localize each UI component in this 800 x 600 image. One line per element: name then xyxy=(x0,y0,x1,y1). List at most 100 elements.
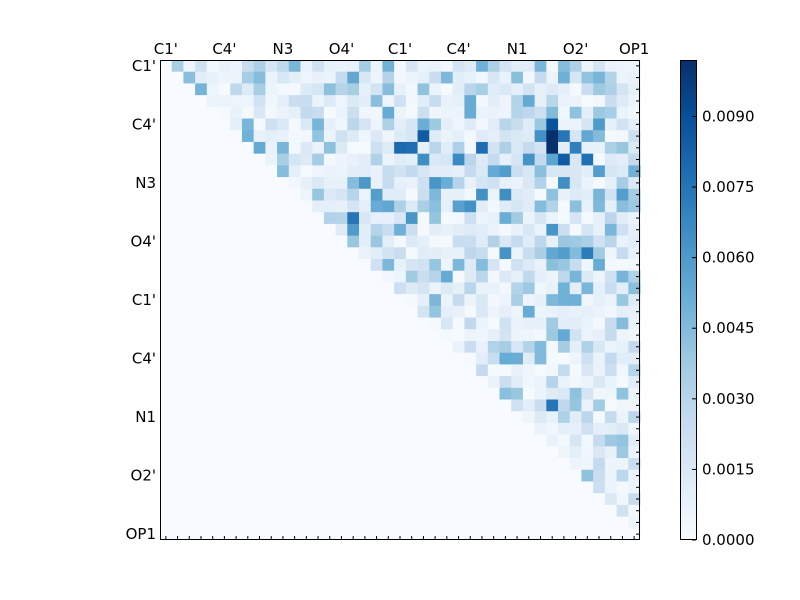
heatmap-cell xyxy=(288,458,302,471)
heatmap-cell xyxy=(546,387,559,401)
heatmap-cell xyxy=(569,481,583,494)
heatmap-cell xyxy=(464,317,477,330)
heatmap-cell xyxy=(604,422,618,436)
heatmap-cell xyxy=(593,458,606,471)
heatmap-cell xyxy=(171,83,185,96)
heatmap-cell xyxy=(522,153,536,166)
heatmap-cell xyxy=(464,516,477,529)
heatmap-cell xyxy=(581,212,594,225)
heatmap-cell xyxy=(440,434,454,447)
heatmap-cell xyxy=(195,387,208,401)
heatmap-cell xyxy=(534,95,547,108)
heatmap-cell xyxy=(253,516,266,529)
heatmap-cell xyxy=(511,329,524,342)
heatmap-cell xyxy=(417,469,430,483)
heatmap-cell xyxy=(265,422,278,436)
heatmap-cell xyxy=(417,223,430,237)
heatmap-cell xyxy=(487,434,501,447)
heatmap-cell xyxy=(206,411,220,424)
heatmap-cell xyxy=(593,130,606,143)
heatmap-cell xyxy=(628,200,641,213)
heatmap-cell xyxy=(312,247,325,260)
heatmap-cell xyxy=(218,259,231,272)
heatmap-cell xyxy=(300,118,313,131)
heatmap-cell xyxy=(206,95,220,108)
heatmap-cell xyxy=(382,95,395,108)
heatmap-cell xyxy=(323,247,337,260)
heatmap-cell xyxy=(265,259,278,272)
heatmap-cell xyxy=(452,528,465,541)
heatmap-cell xyxy=(546,130,559,143)
heatmap-cell xyxy=(183,294,196,307)
heatmap-cell xyxy=(335,294,348,307)
heatmap-cell xyxy=(335,376,348,389)
heatmap-cell xyxy=(171,411,185,424)
heatmap-cell xyxy=(628,481,641,494)
heatmap-cell xyxy=(218,247,231,260)
heatmap-cell xyxy=(347,95,360,108)
heatmap-cell xyxy=(511,95,524,108)
colorbar-ticks: 0.00000.00150.00300.00450.00600.00750.00… xyxy=(692,107,755,549)
x-tick-label: N1 xyxy=(507,40,528,58)
heatmap-cell xyxy=(265,352,278,365)
heatmap-cell xyxy=(288,223,302,237)
heatmap-cell xyxy=(405,60,419,73)
heatmap-cell xyxy=(464,329,477,342)
heatmap-cell xyxy=(300,469,313,483)
heatmap-cell xyxy=(417,376,430,389)
heatmap-cell xyxy=(569,317,583,330)
heatmap-cell xyxy=(417,504,430,518)
heatmap-cell xyxy=(300,352,313,365)
heatmap-cell xyxy=(511,434,524,447)
heatmap-cell xyxy=(312,223,325,237)
heatmap-cell xyxy=(499,422,512,436)
heatmap-cell xyxy=(476,141,489,155)
heatmap-cell xyxy=(312,340,325,354)
heatmap-cell xyxy=(312,235,325,248)
heatmap-cell xyxy=(581,235,594,248)
heatmap-cell xyxy=(487,223,501,237)
heatmap-cell xyxy=(628,399,641,412)
heatmap-cell xyxy=(487,305,501,319)
heatmap-cell xyxy=(253,329,266,342)
heatmap-cell xyxy=(230,177,243,190)
heatmap-cell xyxy=(464,469,477,483)
heatmap-cell xyxy=(511,141,524,155)
heatmap-cell xyxy=(206,387,220,401)
heatmap-cell xyxy=(288,504,302,518)
heatmap-cell xyxy=(160,223,173,237)
heatmap-cell xyxy=(558,294,571,307)
heatmap-cell xyxy=(581,411,594,424)
heatmap-cell xyxy=(405,399,419,412)
heatmap-cell xyxy=(429,200,442,213)
heatmap-cell xyxy=(464,434,477,447)
heatmap-cell xyxy=(558,177,571,190)
heatmap-cell xyxy=(440,153,454,166)
heatmap-cell xyxy=(593,504,606,518)
heatmap-cell xyxy=(382,212,395,225)
x-tick-label: O4' xyxy=(329,40,354,58)
heatmap-cell xyxy=(195,223,208,237)
heatmap-cell xyxy=(359,141,372,155)
heatmap-cell xyxy=(300,305,313,319)
heatmap-cell xyxy=(429,528,442,541)
heatmap-cell xyxy=(160,458,173,471)
heatmap-cell xyxy=(323,282,337,295)
heatmap-cell xyxy=(464,493,477,506)
heatmap-cell xyxy=(230,422,243,436)
heatmap-cell xyxy=(522,106,536,120)
heatmap-cell xyxy=(347,71,360,85)
heatmap-cell xyxy=(394,106,407,120)
heatmap-cell xyxy=(195,493,208,506)
heatmap-cell xyxy=(312,352,325,365)
heatmap-cell xyxy=(476,376,489,389)
heatmap-cell xyxy=(429,282,442,295)
heatmap-cell xyxy=(581,165,594,178)
heatmap-cell xyxy=(230,165,243,178)
heatmap-cell xyxy=(604,528,618,541)
heatmap-cell xyxy=(534,422,547,436)
heatmap-cell xyxy=(394,294,407,307)
heatmap-cell xyxy=(616,340,629,354)
heatmap-cell xyxy=(300,177,313,190)
heatmap-cell xyxy=(359,282,372,295)
